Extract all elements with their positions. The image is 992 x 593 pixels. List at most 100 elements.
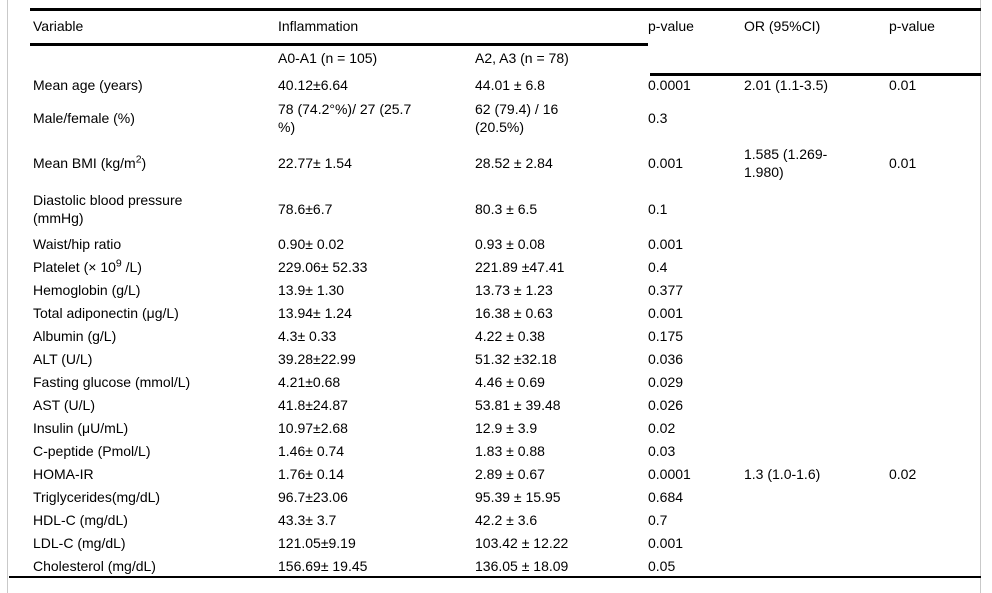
cell-p-value-2 <box>886 531 981 554</box>
cell-p-value-1: 0.05 <box>648 557 676 574</box>
cell-group2: 103.42 ± 12.22 <box>475 534 569 551</box>
cell-variable: AST (U/L) <box>33 396 95 413</box>
table-rule-top <box>30 8 981 11</box>
cell-group1: 41.8±24.87 <box>278 396 348 413</box>
table-row: ALT (U/L) 39.28±22.99 51.32 ±32.18 0.036 <box>30 347 981 370</box>
cell-p-value-2 <box>886 508 981 531</box>
table-rule-bottom <box>9 576 981 578</box>
cell-or <box>741 485 886 508</box>
table-row: Male/female (%) 78 (74.2°%)/ 27 (25.7 %)… <box>30 96 981 140</box>
superscript: 9 <box>115 256 122 269</box>
cell-group2: 4.22 ± 0.38 <box>475 327 545 344</box>
cell-variable: Mean BMI (kg/m2) <box>30 140 275 186</box>
cell-p-value-1: 0.001 <box>648 534 684 551</box>
cell-p-value-1: 0.7 <box>648 511 668 528</box>
table-row: Mean BMI (kg/m2) 22.77± 1.54 28.52 ± 2.8… <box>30 140 981 186</box>
cell-or <box>741 508 886 531</box>
table-row: Total adiponectin (μg/L) 13.94± 1.24 16.… <box>30 301 981 324</box>
cell-p-value-2 <box>886 301 981 324</box>
table-row: Diastolic blood pressure (mmHg) 78.6±6.7… <box>30 186 981 232</box>
cell-p-value-2 <box>886 347 981 370</box>
cell-or <box>741 301 886 324</box>
cell-variable: HDL-C (mg/dL) <box>33 511 128 528</box>
cell-group2: 95.39 ± 15.95 <box>475 488 561 505</box>
col-header-p-value-1: p-value <box>648 17 694 34</box>
cell-or: 2.01 (1.1-3.5) <box>744 76 829 93</box>
cell-group2: 16.38 ± 0.63 <box>475 304 553 321</box>
cell-or <box>741 439 886 462</box>
page-edge-left <box>7 0 8 593</box>
cell-group1: 0.90± 0.02 <box>278 235 345 252</box>
cell-variable: Albumin (g/L) <box>33 327 117 344</box>
cell-or <box>741 531 886 554</box>
cell-or <box>741 393 886 416</box>
cell-p-value-2: 0.02 <box>889 465 917 482</box>
cell-or: 1.3 (1.0-1.6) <box>744 465 821 482</box>
cell-group2: 1.83 ± 0.88 <box>475 442 545 459</box>
cell-variable: Fasting glucose (mmol/L) <box>33 373 191 390</box>
cell-variable-text: Platelet (× 10 <box>33 258 116 275</box>
cell-group1: 1.76± 0.14 <box>278 465 345 482</box>
cell-group2: 13.73 ± 1.23 <box>475 281 553 298</box>
cell-variable-text: ) <box>141 155 147 171</box>
superscript: 2 <box>135 153 142 166</box>
cell-p-value-2 <box>886 324 981 347</box>
col-header-inflammation: Inflammation <box>278 17 359 34</box>
cell-p-value-1: 0.001 <box>648 235 684 252</box>
table-row: HOMA-IR 1.76± 0.14 2.89 ± 0.67 0.0001 1.… <box>30 462 981 485</box>
cell-variable-text: Diastolic blood pressure (mmHg) <box>33 192 183 226</box>
cell-group1: 78.6±6.7 <box>278 201 333 217</box>
cell-group1: 78 (74.2°%)/ 27 (25.7 %) <box>275 96 472 140</box>
table-row: Platelet (× 109 /L) 229.06± 52.33 221.89… <box>30 255 981 278</box>
cell-variable: Triglycerides(mg/dL) <box>33 488 161 505</box>
page-edge-right <box>980 0 981 593</box>
cell-group2: 4.46 ± 0.69 <box>475 373 545 390</box>
cell-p-value-1: 0.001 <box>648 155 684 171</box>
cell-or <box>741 554 886 577</box>
table-row: Insulin (μU/mL) 10.97±2.68 12.9 ± 3.9 0.… <box>30 416 981 439</box>
cell-variable: Hemoglobin (g/L) <box>33 281 141 298</box>
cell-p-value-2 <box>886 255 981 278</box>
cell-p-value-1: 0.3 <box>648 110 668 126</box>
cell-group1: 43.3± 3.7 <box>278 511 337 528</box>
header-row-2: A0-A1 (n = 105) A2, A3 (n = 78) <box>30 43 981 73</box>
cell-p-value-1: 0.036 <box>648 350 684 367</box>
cell-group1: 229.06± 52.33 <box>278 258 368 275</box>
table-rule-under-header-left <box>30 43 648 46</box>
cell-group2: 62 (79.4) / 16 (20.5%) <box>472 96 645 140</box>
cell-or <box>741 96 886 140</box>
cell-group1: 22.77± 1.54 <box>278 155 352 171</box>
col-header-variable: Variable <box>33 17 84 34</box>
cell-variable-text: /L) <box>121 258 142 275</box>
cell-p-value-2 <box>886 439 981 462</box>
subheader-empty <box>645 43 981 73</box>
cell-group2: 53.81 ± 39.48 <box>475 396 561 413</box>
cell-group1: 13.94± 1.24 <box>278 304 352 321</box>
cell-p-value-2 <box>886 393 981 416</box>
cell-group1: 39.28±22.99 <box>278 350 356 367</box>
table-row: HDL-C (mg/dL) 43.3± 3.7 42.2 ± 3.6 0.7 <box>30 508 981 531</box>
cell-p-value-1: 0.0001 <box>648 465 691 482</box>
cell-group2: 136.05 ± 18.09 <box>475 557 569 574</box>
table-row: Fasting glucose (mmol/L) 4.21±0.68 4.46 … <box>30 370 981 393</box>
cell-variable: Insulin (μU/mL) <box>33 419 129 436</box>
cell-p-value-2 <box>886 554 981 577</box>
cell-group2: 28.52 ± 2.84 <box>475 155 553 171</box>
cell-or: 1.585 (1.269-1.980) <box>741 140 886 186</box>
cell-or <box>741 370 886 393</box>
cell-p-value-2: 0.01 <box>889 76 917 93</box>
cell-p-value-2 <box>886 485 981 508</box>
cell-group1: 156.69± 19.45 <box>278 557 368 574</box>
cell-p-value-2 <box>886 96 981 140</box>
subheader-group-a0a1: A0-A1 (n = 105) <box>278 50 378 66</box>
cell-variable: Total adiponectin (μg/L) <box>33 304 179 321</box>
cell-p-value-1: 0.4 <box>648 258 668 275</box>
cell-group1: 121.05±9.19 <box>278 534 356 551</box>
cell-group1: 40.12±6.64 <box>278 76 348 93</box>
cell-group2: 42.2 ± 3.6 <box>475 511 538 528</box>
table-row: Cholesterol (mg/dL) 156.69± 19.45 136.05… <box>30 554 981 577</box>
cell-group1: 96.7±23.06 <box>278 488 348 505</box>
cell-group2: 12.9 ± 3.9 <box>475 419 538 436</box>
cell-or <box>741 255 886 278</box>
table-row: Waist/hip ratio 0.90± 0.02 0.93 ± 0.08 0… <box>30 232 981 255</box>
